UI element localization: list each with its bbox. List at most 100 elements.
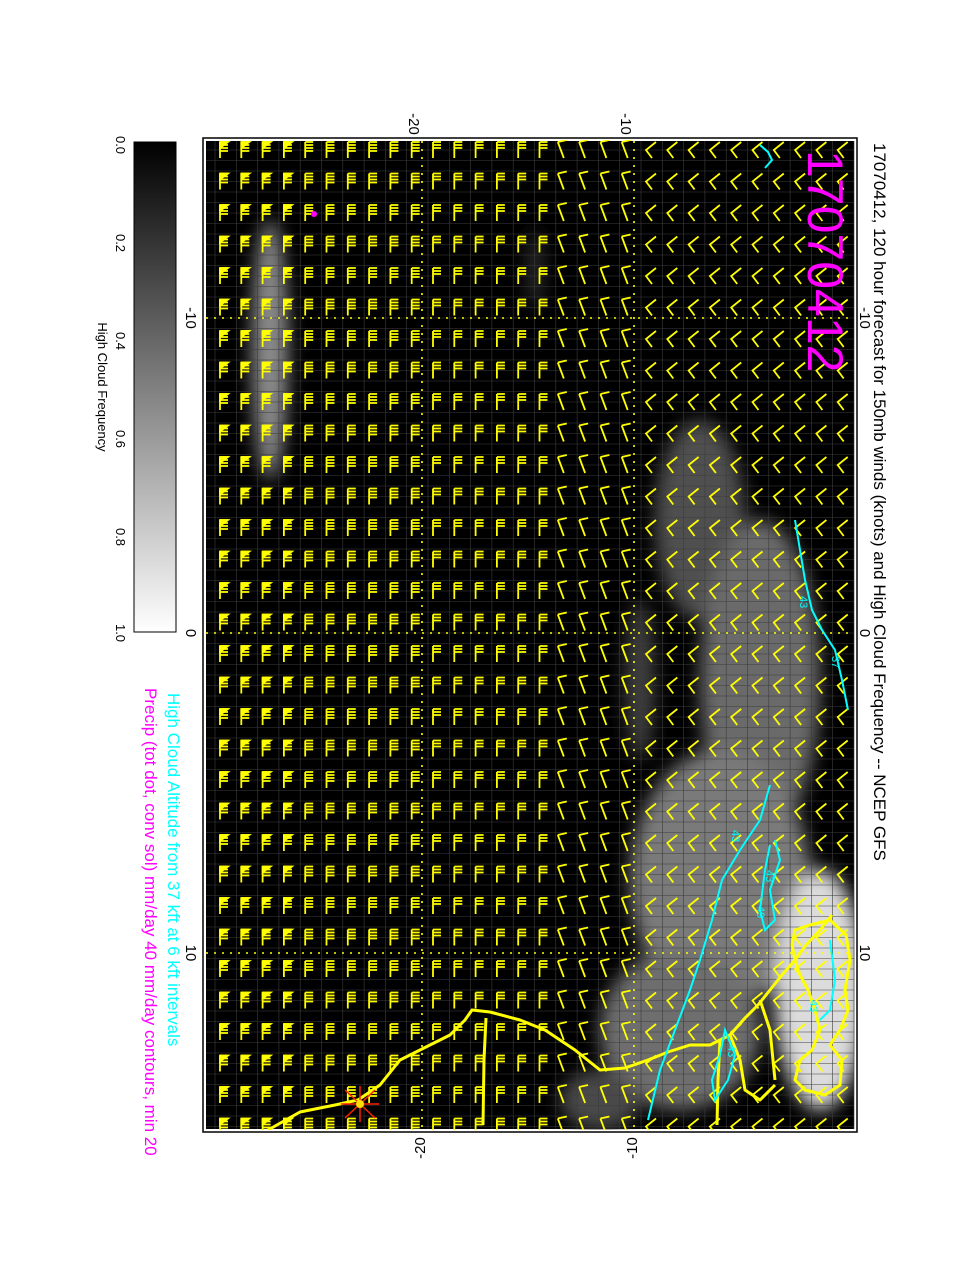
wind-barb [283, 1023, 295, 1040]
wind-barb [346, 928, 356, 946]
wind-barb [556, 265, 567, 285]
colorbar-ticks: 0.0 0.2 0.4 0.6 0.8 1.0 [113, 136, 128, 642]
wind-barb [474, 582, 484, 599]
wind-barb [793, 928, 806, 947]
wind-barb [751, 519, 764, 537]
wind-barb [453, 456, 463, 473]
wind-barb [751, 267, 764, 285]
wind-barb [368, 645, 378, 662]
wind-barb [578, 832, 589, 852]
wind-barb [751, 330, 764, 348]
wind-barb [751, 645, 764, 663]
wind-barb [836, 424, 849, 443]
wind-barb [729, 771, 742, 789]
wind-barb [283, 393, 295, 410]
wind-barb [517, 267, 527, 284]
wind-barb [538, 1023, 548, 1040]
wind-barb [556, 202, 567, 222]
wind-barb [793, 802, 806, 821]
wind-barb [304, 424, 314, 442]
wind-barb [432, 991, 441, 1009]
wind-barb [578, 265, 589, 285]
wind-barb [474, 487, 484, 505]
wind-barb [346, 645, 356, 662]
wind-barb [261, 739, 274, 757]
wind-barb [219, 1086, 231, 1103]
wind-barb [599, 769, 610, 789]
wind-barb [432, 267, 441, 284]
wind-barb [496, 1054, 505, 1072]
contour-label: 43 [763, 870, 775, 882]
wind-barb [304, 267, 314, 284]
wind-barb [666, 897, 678, 915]
wind-barb [474, 802, 484, 820]
wind-barb [410, 1086, 420, 1103]
wind-barb [496, 172, 505, 190]
wind-barb [496, 739, 505, 757]
wind-barb [283, 802, 295, 820]
wind-barb [578, 737, 589, 757]
wind-barb [368, 393, 378, 410]
wind-barb [751, 393, 764, 411]
wind-barb [368, 582, 378, 599]
wind-barb [599, 1021, 610, 1041]
wind-barb [599, 548, 610, 568]
wind-barb [666, 613, 678, 632]
wind-barb [687, 1086, 700, 1104]
wind-barb [556, 1084, 567, 1104]
wind-barb [729, 928, 742, 947]
wind-barb [666, 330, 678, 348]
wind-barb [729, 613, 742, 632]
wind-barb [578, 769, 589, 789]
wind-barb [599, 391, 610, 411]
wind-barb [453, 361, 463, 379]
wind-barb [346, 960, 356, 977]
wind-barb [325, 582, 335, 599]
wind-barb [346, 613, 356, 631]
wind-barb [517, 550, 527, 568]
wind-barb [578, 1021, 589, 1041]
wind-barb [666, 550, 678, 569]
wind-barb [219, 676, 231, 694]
wind-barb [219, 487, 231, 505]
wind-barb [410, 771, 420, 788]
colorbar-tick: 0.0 [113, 136, 128, 154]
wind-barb [538, 235, 548, 253]
wind-barb [620, 548, 631, 568]
wind-barb [368, 204, 378, 221]
wind-barb [304, 771, 314, 788]
wind-barb [599, 989, 610, 1009]
wind-barb [729, 172, 742, 191]
wind-barb [687, 771, 700, 789]
wind-barb [836, 802, 849, 821]
wind-barb [538, 487, 548, 505]
wind-barb [815, 676, 827, 695]
wind-barb [815, 1086, 827, 1104]
wind-barb [474, 991, 484, 1009]
wind-barb [751, 1054, 764, 1073]
wind-barb [389, 519, 399, 536]
wind-barb [644, 676, 657, 695]
wind-barb [325, 645, 335, 662]
wind-barb [729, 424, 742, 443]
wind-barb [836, 834, 849, 852]
wind-barb [325, 960, 335, 977]
wind-barb [708, 393, 721, 411]
wind-barb [346, 1023, 356, 1040]
wind-barb [538, 960, 548, 977]
wind-barb [325, 1086, 335, 1103]
wind-barb [261, 1023, 274, 1040]
wind-barb [496, 141, 505, 158]
wind-barb [815, 960, 827, 978]
wind-barb [599, 485, 610, 505]
wind-barb [644, 897, 657, 915]
wind-barb [389, 771, 399, 788]
wind-barb [538, 645, 548, 662]
wind-barb [325, 330, 335, 347]
wind-barb [432, 676, 441, 694]
wind-barb [240, 519, 252, 536]
wind-barb [687, 298, 700, 317]
wind-barb [474, 172, 484, 190]
wind-barb [389, 960, 399, 977]
wind-barb [556, 1021, 567, 1041]
